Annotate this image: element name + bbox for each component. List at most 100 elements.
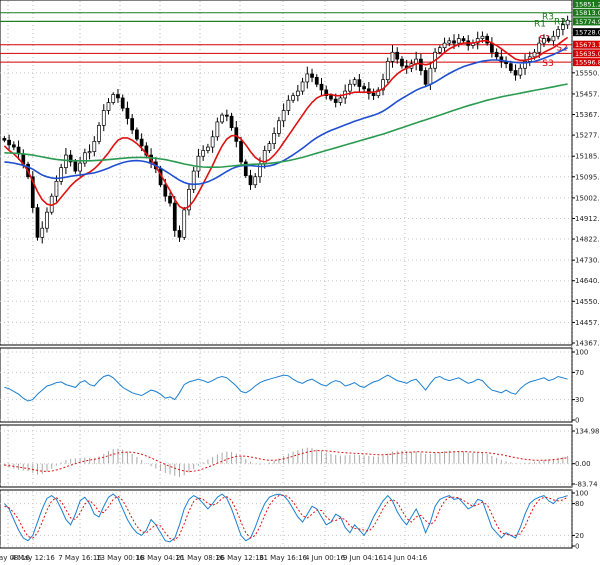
- candle-body: [366, 88, 371, 94]
- stochastic-y-tick-label: 80: [575, 500, 584, 508]
- x-tick-label: 7 May 16:16: [58, 554, 102, 562]
- candle-body: [371, 93, 376, 97]
- macd-histogram-bar: [477, 453, 479, 464]
- level-label-s3: S3: [542, 59, 553, 69]
- candle-body: [182, 209, 187, 238]
- candle-body: [73, 161, 78, 172]
- macd-histogram-bar: [500, 459, 502, 464]
- x-tick-label: 4 May 12:16: [11, 554, 55, 562]
- candle-body: [68, 154, 73, 163]
- candle-body: [494, 51, 499, 58]
- candle-body: [390, 51, 395, 62]
- macd-histogram-bar: [250, 461, 251, 464]
- candle-body: [333, 98, 338, 103]
- macd-histogram-bar: [287, 453, 289, 464]
- candle-body: [277, 120, 281, 134]
- x-tick-label: 26 May 12:16: [216, 554, 265, 562]
- x-tick-label: 14 Jun 04:16: [383, 554, 428, 562]
- macd-histogram-bar: [420, 452, 422, 464]
- macd-histogram-bar: [160, 463, 162, 471]
- candle-body: [348, 83, 352, 92]
- macd-histogram-bar: [155, 463, 157, 469]
- macd-histogram-bar: [363, 455, 365, 464]
- x-tick-label: 4 Jun 00:16: [305, 554, 346, 562]
- candle-body: [314, 77, 319, 85]
- macd-histogram-bar: [444, 451, 446, 464]
- candle-body: [532, 51, 537, 58]
- candle-body: [381, 79, 385, 91]
- macd-histogram-bar: [207, 459, 209, 464]
- macd-histogram-bar: [292, 451, 294, 464]
- macd-histogram-bar: [226, 451, 228, 464]
- macd-histogram-bar: [467, 452, 469, 464]
- price-y-tick-label: 15277.5: [575, 132, 600, 140]
- candle-body: [281, 110, 286, 122]
- level-label-s2: S2: [556, 43, 567, 53]
- candle-body: [565, 19, 570, 26]
- stochastic-line: [4, 493, 568, 543]
- macd-histogram-bar: [458, 451, 460, 464]
- macd-histogram-bar: [538, 460, 540, 464]
- x-tick-label: 3 May 08:16: [0, 554, 30, 562]
- price-tag-label: 15596.8: [575, 59, 600, 67]
- macd-histogram-bar: [188, 463, 190, 473]
- macd-histogram-bar: [349, 454, 351, 464]
- candle-body: [206, 146, 210, 151]
- candle-body: [329, 95, 333, 100]
- rsi-line: [4, 374, 568, 402]
- price-y-tick-label: 15550.0: [575, 69, 600, 77]
- price-tag: [573, 49, 600, 58]
- candle-body: [35, 207, 40, 238]
- macd-histogram-bar: [387, 453, 389, 464]
- candle-body: [456, 38, 461, 44]
- macd-histogram-bar: [425, 454, 427, 464]
- macd-histogram-bar: [32, 463, 34, 473]
- stochastic-line: [4, 494, 568, 541]
- macd-histogram-bar: [567, 455, 569, 464]
- candle-body: [357, 79, 362, 87]
- price-y-tick-label: 14550.0: [575, 298, 600, 306]
- stochastic-y-tick-label: 0: [575, 543, 579, 551]
- macd-histogram-bar: [179, 463, 180, 478]
- rsi-y-tick-label: 0: [575, 417, 579, 425]
- rsi-y-tick-label: 70: [575, 369, 584, 377]
- candle-body: [111, 94, 116, 103]
- price-y-tick-label: 14457.5: [575, 319, 600, 327]
- candle-body: [229, 115, 234, 129]
- macd-histogram-bar: [273, 460, 275, 464]
- macd-histogram-bar: [37, 463, 38, 475]
- candle-body: [419, 58, 423, 71]
- price-tag: [573, 0, 600, 8]
- macd-histogram-bar: [221, 452, 223, 464]
- candle-body: [338, 97, 343, 103]
- candle-body: [97, 125, 101, 142]
- macd-histogram-bar: [268, 462, 270, 464]
- macd-histogram-bar: [197, 463, 199, 466]
- candle-body: [40, 227, 45, 238]
- macd-histogram-bar: [339, 455, 341, 464]
- price-tag-label: 15728.0: [575, 29, 600, 37]
- macd-histogram-bar: [325, 452, 327, 464]
- moving-average-line: [3, 36, 569, 210]
- macd-histogram-bar: [396, 450, 398, 464]
- macd-histogram-bar: [316, 449, 318, 464]
- macd-histogram-bar: [448, 450, 450, 464]
- macd-histogram-bar: [486, 454, 488, 464]
- macd-histogram-bar: [278, 458, 280, 464]
- candle-body: [120, 97, 125, 109]
- candle-body: [518, 67, 523, 76]
- macd-histogram-bar: [122, 449, 124, 464]
- x-tick-label: 18 May 04:16: [136, 554, 185, 562]
- macd-histogram-bar: [543, 459, 545, 464]
- candle-body: [546, 38, 551, 42]
- candle-body: [243, 161, 248, 176]
- macd-histogram-bar: [46, 463, 48, 472]
- price-tag: [573, 58, 600, 67]
- candle-body: [385, 61, 390, 81]
- price-tag-label: 15673.1: [575, 41, 600, 49]
- macd-histogram-bar: [150, 463, 152, 467]
- macd-histogram-bar: [103, 454, 105, 464]
- macd-histogram-bar: [245, 458, 247, 464]
- candle-body: [101, 110, 106, 126]
